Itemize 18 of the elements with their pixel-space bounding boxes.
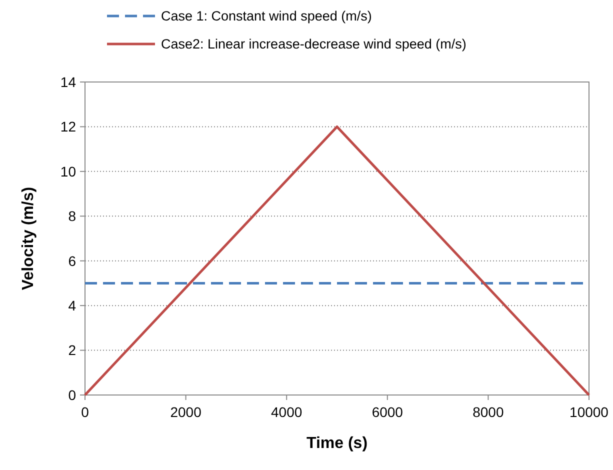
x-tick-label: 2000 (170, 404, 202, 420)
y-tick-label: 2 (68, 342, 76, 358)
x-tick-label: 0 (81, 404, 90, 420)
y-tick-label: 10 (60, 163, 76, 180)
x-axis-title: Time (s) (306, 435, 368, 452)
legend-label: Case 1: Constant wind speed (m/s) (161, 8, 372, 24)
y-tick-label: 4 (68, 297, 76, 314)
y-tick-label: 0 (68, 386, 76, 403)
x-tick-label: 8000 (472, 404, 504, 420)
x-tick-label: 6000 (372, 404, 404, 420)
y-tick-label: 12 (60, 118, 76, 135)
y-tick-label: 14 (60, 74, 76, 90)
y-tick-label: 6 (68, 252, 76, 269)
x-tick-label: 10000 (570, 404, 609, 420)
x-tick-label: 4000 (271, 404, 302, 420)
legend-label: Case2: Linear increase-decrease wind speed (m/s) (161, 36, 466, 52)
y-axis-title: Velocity (m/s) (20, 186, 37, 290)
y-tick-label: 8 (68, 208, 76, 224)
